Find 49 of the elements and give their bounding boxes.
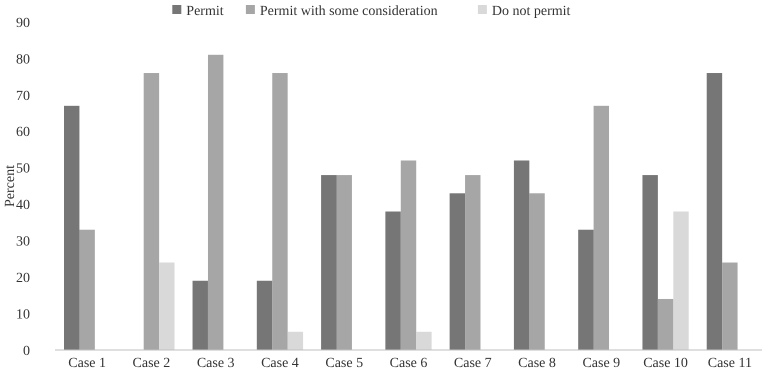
x-tick-label: Case 1 <box>68 356 106 371</box>
bar <box>385 212 401 350</box>
x-tick-label: Case 4 <box>261 356 299 371</box>
bar <box>256 280 272 350</box>
x-tick-label: Case 11 <box>708 356 752 371</box>
y-tick-label: 10 <box>16 307 30 322</box>
bar <box>192 280 208 350</box>
bar <box>465 175 480 350</box>
bar <box>400 160 416 350</box>
bar <box>321 175 337 350</box>
x-tick-label: Case 5 <box>325 356 364 371</box>
y-tick-label: 60 <box>16 125 30 140</box>
bar <box>159 262 175 350</box>
bar <box>529 193 545 350</box>
bar <box>594 106 610 350</box>
bar <box>658 298 674 350</box>
bar <box>722 262 738 350</box>
y-tick-label: 90 <box>16 16 30 31</box>
bar <box>642 175 658 350</box>
x-tick-label: Case 2 <box>132 356 170 371</box>
y-tick-label: 40 <box>16 198 30 214</box>
bar <box>514 160 530 350</box>
x-tick-label: Case 9 <box>582 356 620 371</box>
legend-label: Permit <box>186 4 224 19</box>
bar <box>208 54 224 350</box>
bar <box>578 230 594 350</box>
y-tick-label: 70 <box>16 88 30 104</box>
x-tick-label: Case 7 <box>454 356 492 371</box>
y-tick-label: 50 <box>16 162 30 177</box>
y-tick-label: 80 <box>16 52 30 68</box>
x-tick-label: Case 10 <box>643 356 688 371</box>
bar <box>64 106 80 350</box>
legend-label: Do not permit <box>492 4 571 19</box>
x-tick-label: Case 3 <box>196 356 235 371</box>
bar <box>450 193 466 350</box>
y-tick-label: 0 <box>23 344 30 359</box>
bar <box>706 73 722 350</box>
x-tick-label: Case 6 <box>390 356 428 371</box>
bar <box>144 73 160 350</box>
bar <box>272 73 288 350</box>
y-tick-label: 30 <box>16 234 30 250</box>
bar <box>673 212 689 350</box>
bar <box>79 230 95 350</box>
bar <box>336 175 352 350</box>
bar <box>416 332 432 350</box>
y-tick-label: 20 <box>16 271 30 286</box>
bar <box>288 332 304 350</box>
legend-label: Permit with some consideration <box>260 4 438 19</box>
x-tick-label: Case 8 <box>518 356 556 371</box>
